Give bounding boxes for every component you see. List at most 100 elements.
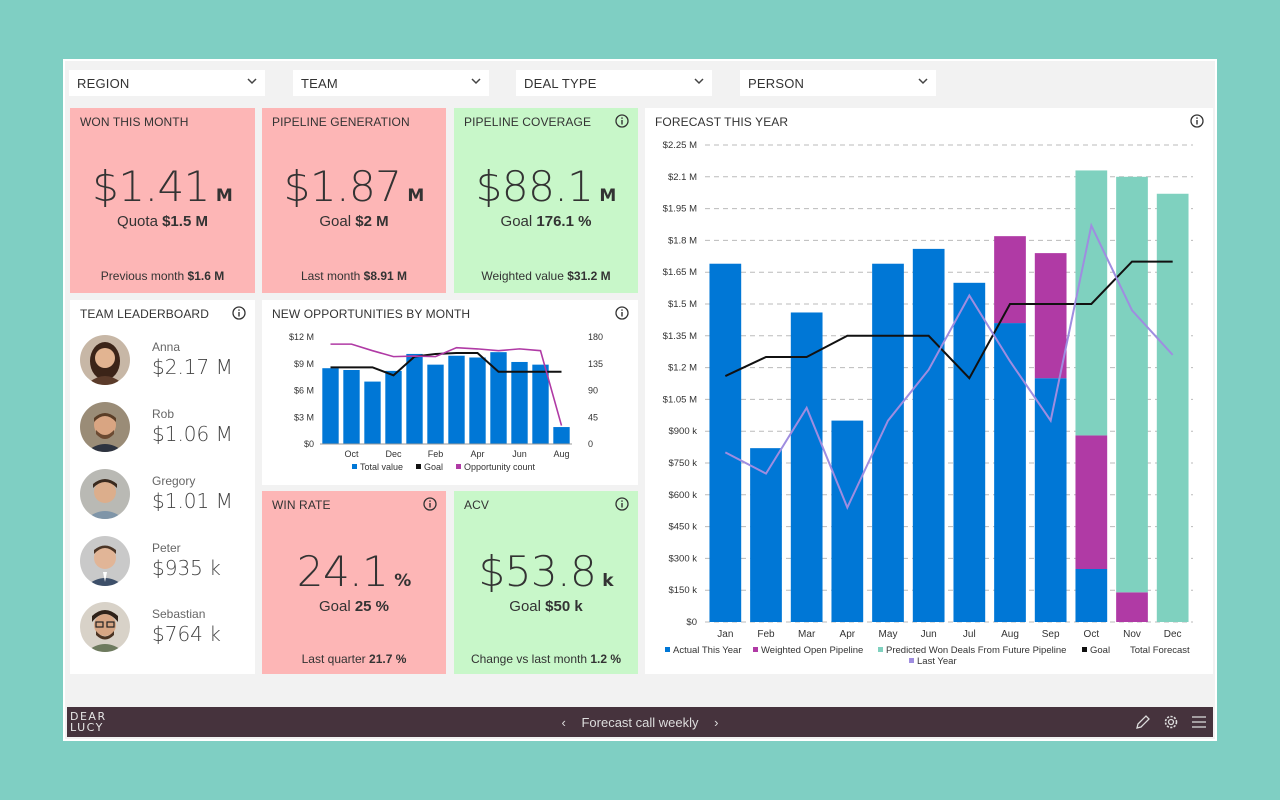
info-icon[interactable]: [1190, 114, 1204, 128]
legend-label: Goal: [1090, 645, 1110, 656]
prev-dashboard-button[interactable]: ‹: [561, 715, 566, 730]
dashboard-nav: ‹ Forecast call weekly ›: [67, 715, 1213, 730]
info-icon[interactable]: [615, 497, 629, 511]
legend-swatch: [456, 464, 461, 469]
dashboard-title: Forecast call weekly: [581, 715, 699, 730]
kpi-sub: Quota $1.5 M: [117, 213, 208, 230]
region-filter[interactable]: REGION: [69, 70, 265, 96]
bar-total-value: [427, 364, 444, 444]
y-tick-label: $1.65 M: [663, 267, 697, 278]
pipeline-coverage-card[interactable]: PIPELINE COVERAGE $88.1 M Goal 176.1 % We…: [454, 108, 638, 293]
legend-swatch: [416, 464, 421, 469]
x-tick-label: Feb: [428, 449, 444, 459]
chevron-down-icon: [247, 78, 257, 85]
person-name: Gregory: [152, 474, 196, 488]
menu-icon[interactable]: [1191, 714, 1207, 730]
person-value: $764 k: [152, 622, 221, 646]
y-tick-label: $450 k: [668, 522, 697, 533]
x-tick-label: Oct: [344, 449, 359, 459]
kpi-foot: Last quarter 21.7 %: [301, 652, 407, 666]
bar-weighted-open-pipeline: [994, 236, 1026, 324]
bar-actual-this-year: [750, 448, 782, 622]
person-value: $1.01 M: [152, 489, 233, 513]
line-opportunity-count: [330, 343, 563, 426]
x-tick-label: Sep: [1042, 629, 1060, 640]
bar-total-value: [406, 353, 423, 444]
kpi-value: $88.1 M: [475, 162, 617, 211]
person-filter-label: PERSON: [748, 76, 805, 91]
legend-label: Goal: [424, 462, 443, 472]
win-rate-card[interactable]: WIN RATE 24.1% Goal 25 % Last quarter 21…: [262, 491, 446, 674]
kpi-value: $53.8 k: [478, 547, 614, 596]
x-tick-label: Jan: [717, 629, 733, 640]
legend-label: Total Forecast: [1130, 645, 1190, 656]
x-tick-label: Dec: [385, 449, 402, 459]
bar-actual-this-year: [1075, 569, 1108, 622]
info-icon[interactable]: [232, 306, 246, 320]
new-opportunities-card: NEW OPPORTUNITIES BY MONTH $0 $3 M $6 M $9 …: [262, 300, 638, 485]
chevron-down-icon: [471, 78, 481, 85]
bar-predicted-won-deals: [1156, 193, 1189, 622]
legend-label: Predicted Won Deals From Future Pipeline: [886, 645, 1066, 656]
bar-actual-this-year: [709, 263, 742, 622]
line-goal: [724, 260, 1173, 380]
card-title: PIPELINE GENERATION: [272, 115, 410, 129]
y-tick-label: $2.1 M: [668, 172, 697, 183]
y-tick-label: $3 M: [294, 412, 314, 422]
legend-label: Actual This Year: [673, 645, 741, 656]
x-tick-label: Apr: [470, 449, 484, 459]
y-tick-label: $1.05 M: [663, 394, 697, 405]
x-tick-label: Feb: [757, 629, 775, 640]
info-icon[interactable]: [423, 497, 437, 511]
bottom-bar: DEAR LUCY ‹ Forecast call weekly ›: [67, 707, 1213, 737]
y-tick-label: $12 M: [289, 332, 314, 342]
leaderboard-row[interactable]: Sebastian $764 k: [80, 602, 250, 658]
card-title: TEAM LEADERBOARD: [80, 307, 209, 321]
legend-label: Total value: [360, 462, 403, 472]
avatar: [80, 469, 130, 519]
y-tick-label: $1.35 M: [663, 331, 697, 342]
chevron-down-icon: [918, 78, 928, 85]
pencil-icon[interactable]: [1135, 714, 1151, 730]
team-filter-label: TEAM: [301, 76, 338, 91]
info-icon[interactable]: [615, 306, 629, 320]
won-this-month-card[interactable]: WON THIS MONTH $1.41 M Quota $1.5 M Previ…: [70, 108, 255, 293]
person-filter[interactable]: PERSON: [740, 70, 936, 96]
next-dashboard-button[interactable]: ›: [714, 715, 719, 730]
y2-tick-label: 180: [588, 332, 603, 342]
team-filter[interactable]: TEAM: [293, 70, 489, 96]
pipeline-generation-card[interactable]: PIPELINE GENERATION $1.87 M Goal $2 M Las…: [262, 108, 446, 293]
leaderboard-row[interactable]: Peter $935 k: [80, 536, 250, 592]
x-tick-label: Aug: [553, 449, 569, 459]
card-title: WIN RATE: [272, 498, 331, 512]
y2-tick-label: 90: [588, 386, 598, 396]
kpi-sub: Goal 176.1 %: [500, 213, 592, 230]
y-tick-label: $1.8 M: [668, 235, 697, 246]
kpi-sub: Goal $50 k: [509, 598, 583, 615]
bar-total-value: [385, 370, 402, 444]
deal-type-filter[interactable]: DEAL TYPE: [516, 70, 712, 96]
acv-card[interactable]: ACV $53.8 k Goal $50 k Change vs last mon…: [454, 491, 638, 674]
bar-predicted-won-deals: [1116, 176, 1148, 593]
leaderboard-row[interactable]: Gregory $1.01 M: [80, 469, 250, 525]
x-tick-label: Jun: [512, 449, 527, 459]
gear-icon[interactable]: [1163, 714, 1179, 730]
y-tick-label: $0: [304, 439, 314, 449]
info-icon[interactable]: [615, 114, 629, 128]
bar-actual-this-year: [994, 323, 1026, 622]
legend-swatch: [665, 647, 670, 652]
bar-actual-this-year: [790, 312, 823, 622]
leaderboard-row[interactable]: Rob $1.06 M: [80, 402, 250, 458]
kpi-value: 24.1%: [296, 547, 412, 596]
person-name: Peter: [152, 541, 181, 555]
leaderboard-row[interactable]: Anna $2.17 M: [80, 335, 250, 391]
x-tick-label: Dec: [1164, 629, 1182, 640]
region-filter-label: REGION: [77, 76, 130, 91]
legend-swatch: [878, 647, 883, 652]
deal-type-filter-label: DEAL TYPE: [524, 76, 597, 91]
dashboard-frame: REGION TEAM DEAL TYPE PERSON WON THIS MO…: [63, 59, 1217, 741]
legend-label: Opportunity count: [464, 462, 536, 472]
kpi-foot: Previous month $1.6 M: [100, 269, 225, 283]
kpi-value: $1.41 M: [92, 162, 233, 211]
legend-label: Last Year: [917, 656, 957, 667]
